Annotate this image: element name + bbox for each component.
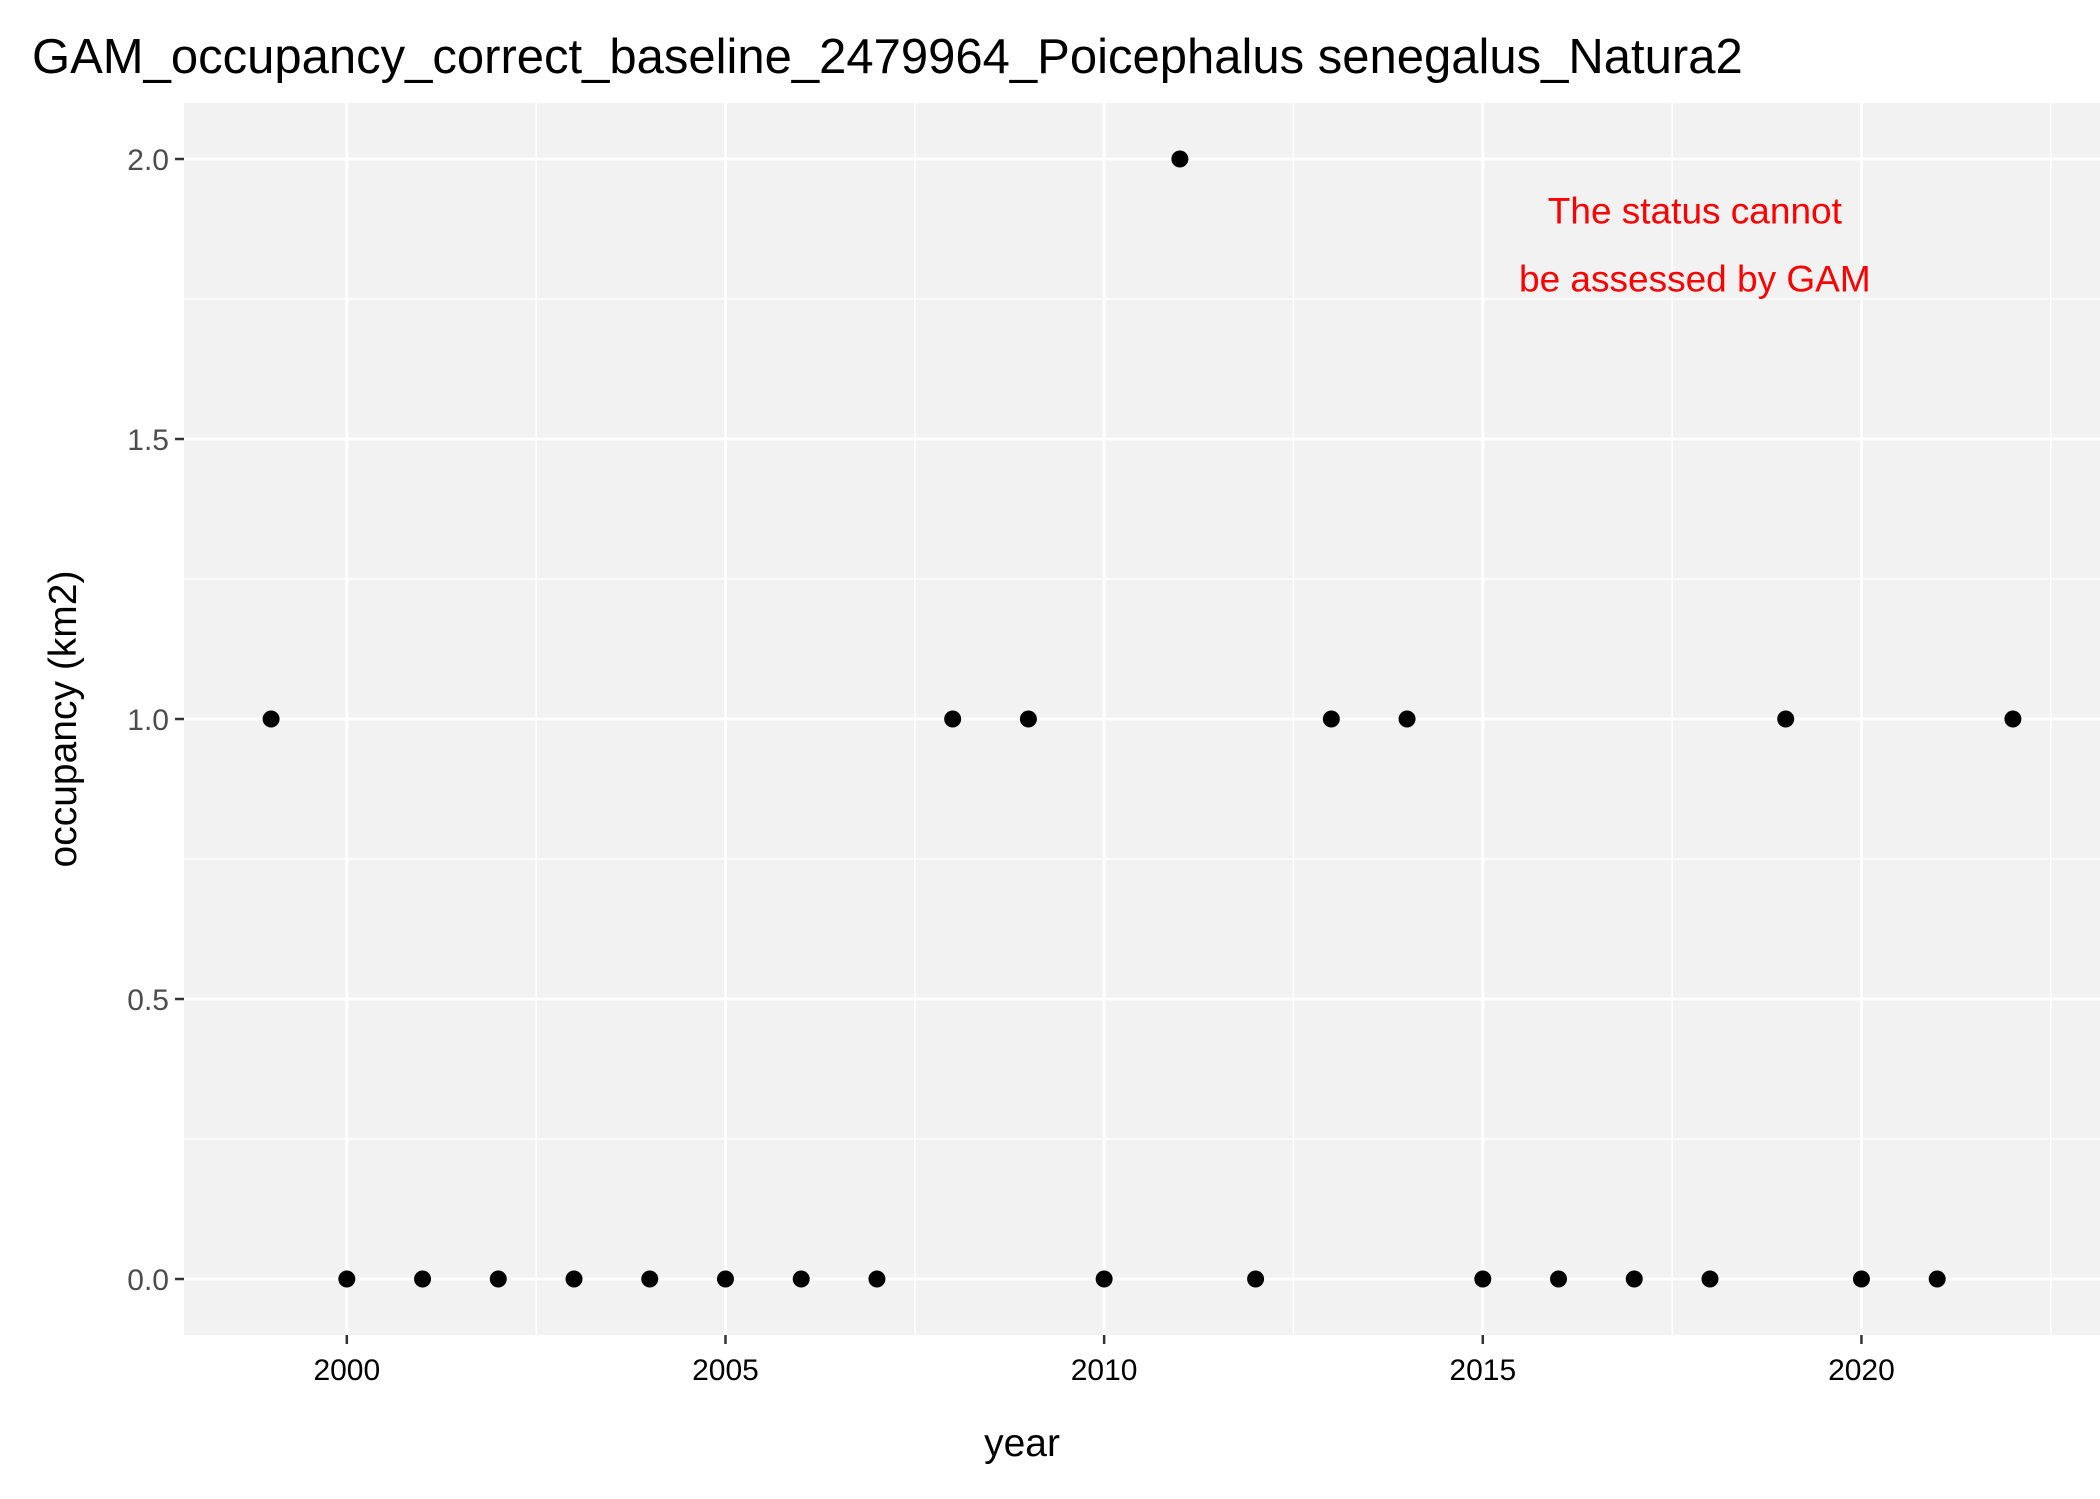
data-point <box>414 1270 432 1288</box>
data-point <box>2004 710 2022 728</box>
data-point <box>1701 1270 1719 1288</box>
data-point <box>944 710 962 728</box>
data-point <box>1777 710 1795 728</box>
data-point <box>868 1270 886 1288</box>
data-point <box>1625 1270 1643 1288</box>
data-point <box>489 1270 507 1288</box>
data-point <box>1398 710 1416 728</box>
data-point <box>1322 710 1340 728</box>
y-tick-label: 2.0 <box>127 144 169 177</box>
chart-title: GAM_occupancy_correct_baseline_2479964_P… <box>32 30 1743 84</box>
y-tick-label: 0.0 <box>127 1264 169 1297</box>
data-point <box>338 1270 356 1288</box>
data-point <box>1852 1270 1870 1288</box>
data-point <box>262 710 280 728</box>
data-point <box>1247 1270 1265 1288</box>
x-tick-label: 2005 <box>692 1354 759 1387</box>
data-point <box>1095 1270 1113 1288</box>
annotation-line: be assessed by GAM <box>1519 258 1871 299</box>
data-point <box>565 1270 583 1288</box>
grid <box>184 103 2100 1335</box>
axes: 2000 2005 2010 2015 2020 0.0 0.5 1.0 1.5 2.0 <box>127 144 1895 1387</box>
y-tick-label: 1.0 <box>127 704 169 737</box>
x-tick-label: 2010 <box>1071 1354 1138 1387</box>
y-tick-label: 0.5 <box>127 984 169 1017</box>
x-axis-title: year <box>984 1422 1060 1465</box>
x-tick-label: 2015 <box>1449 1354 1516 1387</box>
annotation: The status cannot be assessed by GAM <box>1519 190 1871 299</box>
data-point <box>1474 1270 1492 1288</box>
data-point <box>1928 1270 1946 1288</box>
data-point <box>1019 710 1037 728</box>
y-axis-title: occupancy (km2) <box>42 571 85 868</box>
x-tick-label: 2000 <box>313 1354 380 1387</box>
data-point <box>716 1270 734 1288</box>
data-point <box>792 1270 810 1288</box>
x-tick-label: 2020 <box>1828 1354 1895 1387</box>
data-point <box>1550 1270 1568 1288</box>
data-point <box>1171 150 1189 168</box>
annotation-line: The status cannot <box>1548 190 1843 231</box>
data-point <box>641 1270 659 1288</box>
data-points <box>262 150 2022 1288</box>
y-tick-label: 1.5 <box>127 424 169 457</box>
